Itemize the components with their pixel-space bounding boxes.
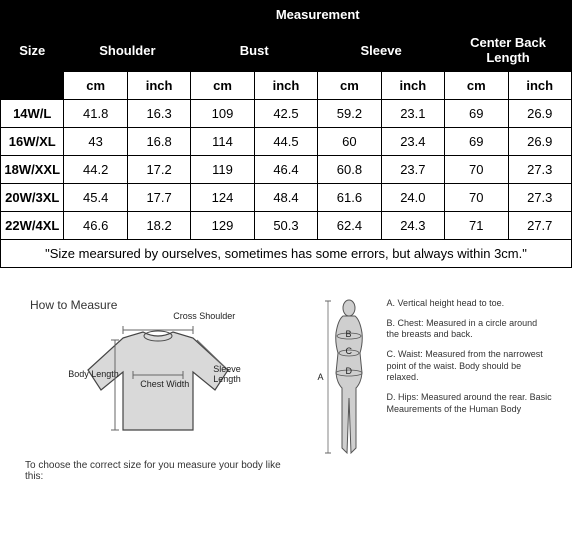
how-to-measure-title: How to Measure <box>30 298 297 312</box>
size-cell: 14W/L <box>1 100 64 128</box>
value-cell: 17.2 <box>127 156 190 184</box>
label-body-length: Body Length <box>68 370 119 380</box>
size-chart-table: Size Measurement Shoulder Bust Sleeve Ce… <box>0 0 572 268</box>
value-cell: 16.3 <box>127 100 190 128</box>
value-cell: 43 <box>64 128 127 156</box>
value-cell: 17.7 <box>127 184 190 212</box>
label-cross-shoulder: Cross Shoulder <box>173 312 235 322</box>
table-row: 22W/4XL46.618.212950.362.424.37127.7 <box>1 212 572 240</box>
unit-inch: inch <box>127 72 190 100</box>
value-cell: 59.2 <box>318 100 381 128</box>
col-shoulder: Shoulder <box>64 29 191 72</box>
body-icon <box>322 298 377 458</box>
value-cell: 42.5 <box>254 100 317 128</box>
def-D: D. Hips: Measured around the rear. Basic… <box>387 392 552 415</box>
label-chest-width: Chest Width <box>140 380 189 390</box>
unit-inch: inch <box>254 72 317 100</box>
value-cell: 69 <box>445 128 508 156</box>
unit-cm: cm <box>191 72 254 100</box>
size-cell: 20W/3XL <box>1 184 64 212</box>
size-cell: 22W/4XL <box>1 212 64 240</box>
table-row: 14W/L41.816.310942.559.223.16926.9 <box>1 100 572 128</box>
value-cell: 18.2 <box>127 212 190 240</box>
value-cell: 62.4 <box>318 212 381 240</box>
value-cell: 26.9 <box>508 100 572 128</box>
def-C: C. Waist: Measured from the narrowest po… <box>387 349 552 384</box>
body-label-D: D <box>346 367 353 377</box>
value-cell: 109 <box>191 100 254 128</box>
choose-text: To choose the correct size for you measu… <box>25 460 297 482</box>
value-cell: 27.7 <box>508 212 572 240</box>
value-cell: 27.3 <box>508 184 572 212</box>
table-row: 16W/XL4316.811444.56023.46926.9 <box>1 128 572 156</box>
body-label-A: A <box>318 373 324 383</box>
def-A: A. Vertical height head to toe. <box>387 298 552 310</box>
value-cell: 26.9 <box>508 128 572 156</box>
unit-inch: inch <box>508 72 572 100</box>
col-center-back: Center Back Length <box>445 29 572 72</box>
unit-cm: cm <box>445 72 508 100</box>
table-row: 20W/3XL45.417.712448.461.624.07027.3 <box>1 184 572 212</box>
value-cell: 41.8 <box>64 100 127 128</box>
value-cell: 50.3 <box>254 212 317 240</box>
value-cell: 129 <box>191 212 254 240</box>
header-columns-row: Shoulder Bust Sleeve Center Back Length <box>1 29 572 72</box>
value-cell: 27.3 <box>508 156 572 184</box>
unit-inch: inch <box>381 72 444 100</box>
value-cell: 44.5 <box>254 128 317 156</box>
value-cell: 23.7 <box>381 156 444 184</box>
value-cell: 124 <box>191 184 254 212</box>
shirt-diagram: Cross Shoulder Body Length Chest Width S… <box>63 320 253 440</box>
size-cell: 18W/XXL <box>1 156 64 184</box>
header-units-row: cm inch cm inch cm inch cm inch <box>1 72 572 100</box>
value-cell: 69 <box>445 100 508 128</box>
value-cell: 70 <box>445 156 508 184</box>
body-label-B: B <box>346 330 352 340</box>
label-sleeve-length: Sleeve Length <box>213 365 253 385</box>
unit-cm: cm <box>64 72 127 100</box>
measure-left: How to Measure Cross Shoulder Body Lengt… <box>20 298 297 482</box>
value-cell: 44.2 <box>64 156 127 184</box>
value-cell: 71 <box>445 212 508 240</box>
measure-right: A B C D A. Vertical height head to toe. … <box>322 298 552 482</box>
value-cell: 24.3 <box>381 212 444 240</box>
header-measurement: Measurement <box>64 1 572 29</box>
unit-cm: cm <box>318 72 381 100</box>
value-cell: 114 <box>191 128 254 156</box>
value-cell: 23.1 <box>381 100 444 128</box>
footnote-text: "Size mearsured by ourselves, sometimes … <box>1 240 572 268</box>
value-cell: 60 <box>318 128 381 156</box>
value-cell: 45.4 <box>64 184 127 212</box>
footnote-row: "Size mearsured by ourselves, sometimes … <box>1 240 572 268</box>
size-cell: 16W/XL <box>1 128 64 156</box>
def-B: B. Chest: Measured in a circle around th… <box>387 318 552 341</box>
value-cell: 46.6 <box>64 212 127 240</box>
size-rows: 14W/L41.816.310942.559.223.16926.916W/XL… <box>1 100 572 240</box>
value-cell: 16.8 <box>127 128 190 156</box>
col-bust: Bust <box>191 29 318 72</box>
value-cell: 48.4 <box>254 184 317 212</box>
table-row: 18W/XXL44.217.211946.460.823.77027.3 <box>1 156 572 184</box>
value-cell: 24.0 <box>381 184 444 212</box>
col-sleeve: Sleeve <box>318 29 445 72</box>
body-label-C: C <box>346 347 353 357</box>
value-cell: 60.8 <box>318 156 381 184</box>
value-cell: 119 <box>191 156 254 184</box>
value-cell: 70 <box>445 184 508 212</box>
value-cell: 23.4 <box>381 128 444 156</box>
definitions: A. Vertical height head to toe. B. Chest… <box>387 298 552 482</box>
value-cell: 46.4 <box>254 156 317 184</box>
value-cell: 61.6 <box>318 184 381 212</box>
body-diagram: A B C D <box>322 298 377 482</box>
header-size: Size <box>1 1 64 100</box>
how-to-measure-panel: How to Measure Cross Shoulder Body Lengt… <box>0 268 572 502</box>
